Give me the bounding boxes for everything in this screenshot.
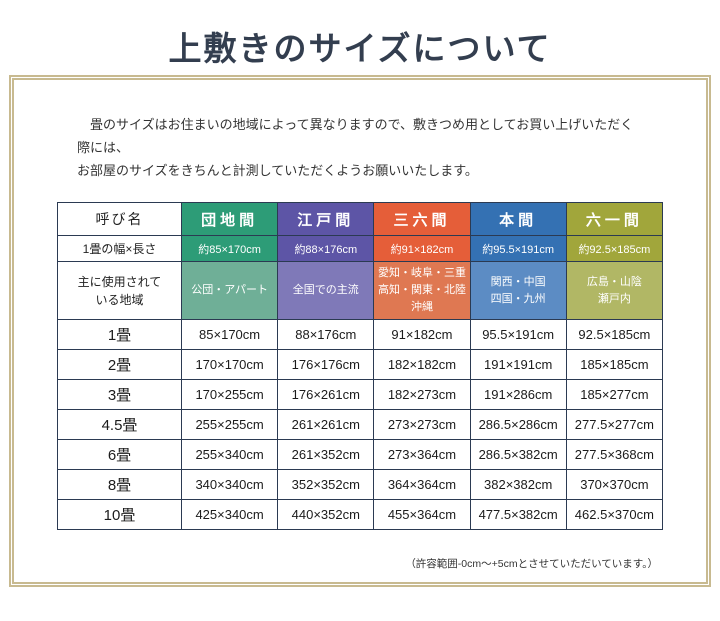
row-label: 1畳 xyxy=(57,319,182,351)
size-value: 191×191cm xyxy=(469,349,567,381)
page-title: 上敷きのサイズについて xyxy=(168,32,552,68)
size-value: 462.5×370cm xyxy=(565,499,664,531)
size-value: 477.5×382cm xyxy=(469,499,567,531)
row-label: 6畳 xyxy=(57,439,182,471)
column-header-honma: 本間 xyxy=(469,202,567,237)
region-cell: 広島・山陰 瀬戸内 xyxy=(565,261,664,321)
size-value: 352×352cm xyxy=(277,469,375,501)
size-value: 261×261cm xyxy=(277,409,375,441)
region-cell: 関西・中国 四国・九州 xyxy=(469,261,567,321)
size-value: 91×182cm xyxy=(373,319,471,351)
size-value: 455×364cm xyxy=(373,499,471,531)
column-header-rokuichima: 六一間 xyxy=(565,202,664,237)
table-row: 1畳 85×170cm 88×176cm 91×182cm 95.5×191cm… xyxy=(57,319,664,351)
column-header-saburoku: 三六間 xyxy=(373,202,471,237)
row-label: 3畳 xyxy=(57,379,182,411)
corner-header: 呼び名 xyxy=(57,202,182,237)
size-value: 85×170cm xyxy=(180,319,279,351)
intro-line-1: 畳のサイズはお住まいの地域によって異なりますので、敷きつめ用としてお買い上げいた… xyxy=(77,117,634,155)
size-value: 170×170cm xyxy=(180,349,279,381)
table-row: 10畳 425×340cm 440×352cm 455×364cm 477.5×… xyxy=(57,499,664,531)
size-value: 170×255cm xyxy=(180,379,279,411)
table-header-row: 呼び名 団地間 江戸間 三六間 本間 六一間 xyxy=(57,202,664,237)
size-value: 176×261cm xyxy=(277,379,375,411)
dimension-cell: 約85×170cm xyxy=(180,235,279,263)
table-row: 6畳 255×340cm 261×352cm 273×364cm 286.5×3… xyxy=(57,439,664,471)
region-row-label: 主に使用されて いる地域 xyxy=(57,261,182,321)
row-label: 10畳 xyxy=(57,499,182,531)
region-cell: 公団・アパート xyxy=(180,261,279,321)
size-value: 425×340cm xyxy=(180,499,279,531)
region-row: 主に使用されて いる地域 公団・アパート 全国での主流 愛知・岐阜・三重 高知・… xyxy=(57,261,664,321)
dimension-row: 1畳の幅×長さ 約85×170cm 約88×176cm 約91×182cm 約9… xyxy=(57,235,664,263)
size-value: 370×370cm xyxy=(565,469,664,501)
table-row: 3畳 170×255cm 176×261cm 182×273cm 191×286… xyxy=(57,379,664,411)
size-value: 255×340cm xyxy=(180,439,279,471)
size-value: 88×176cm xyxy=(277,319,375,351)
region-cell: 全国での主流 xyxy=(277,261,375,321)
size-value: 286.5×286cm xyxy=(469,409,567,441)
size-value: 340×340cm xyxy=(180,469,279,501)
size-value: 95.5×191cm xyxy=(469,319,567,351)
size-value: 273×273cm xyxy=(373,409,471,441)
size-value: 182×273cm xyxy=(373,379,471,411)
table-row: 8畳 340×340cm 352×352cm 364×364cm 382×382… xyxy=(57,469,664,501)
dimension-cell: 約88×176cm xyxy=(277,235,375,263)
size-value: 286.5×382cm xyxy=(469,439,567,471)
dimension-cell: 約91×182cm xyxy=(373,235,471,263)
row-label: 2畳 xyxy=(57,349,182,381)
size-value: 364×364cm xyxy=(373,469,471,501)
dimension-row-label: 1畳の幅×長さ xyxy=(57,235,182,263)
table-row: 4.5畳 255×255cm 261×261cm 273×273cm 286.5… xyxy=(57,409,664,441)
region-cell: 愛知・岐阜・三重 高知・関東・北陸 沖縄 xyxy=(373,261,471,321)
size-value: 182×182cm xyxy=(373,349,471,381)
intro-line-2: お部屋のサイズをきちんと計測していただくようお願いいたします。 xyxy=(77,162,478,178)
size-value: 440×352cm xyxy=(277,499,375,531)
size-value: 261×352cm xyxy=(277,439,375,471)
size-value: 185×185cm xyxy=(565,349,664,381)
row-label: 8畳 xyxy=(57,469,182,501)
content-frame: 畳のサイズはお住まいの地域によって異なりますので、敷きつめ用としてお買い上げいた… xyxy=(9,75,711,587)
dimension-cell: 約95.5×191cm xyxy=(469,235,567,263)
size-value: 176×176cm xyxy=(277,349,375,381)
size-value: 185×277cm xyxy=(565,379,664,411)
intro-text: 畳のサイズはお住まいの地域によって異なりますので、敷きつめ用としてお買い上げいた… xyxy=(77,114,643,182)
size-value: 277.5×368cm xyxy=(565,439,664,471)
size-value: 255×255cm xyxy=(180,409,279,441)
size-value: 382×382cm xyxy=(469,469,567,501)
tolerance-footnote: （許容範囲-0cm～+5cmとさせていただいています。） xyxy=(405,558,658,571)
size-value: 92.5×185cm xyxy=(565,319,664,351)
column-header-danchima: 団地間 xyxy=(180,202,279,237)
size-value: 191×286cm xyxy=(469,379,567,411)
row-label: 4.5畳 xyxy=(57,409,182,441)
size-value: 273×364cm xyxy=(373,439,471,471)
table-row: 2畳 170×170cm 176×176cm 182×182cm 191×191… xyxy=(57,349,664,381)
column-header-edoma: 江戸間 xyxy=(277,202,375,237)
dimension-cell: 約92.5×185cm xyxy=(565,235,664,263)
size-value: 277.5×277cm xyxy=(565,409,664,441)
tatami-size-table: 呼び名 団地間 江戸間 三六間 本間 六一間 1畳の幅×長さ 約85×170cm… xyxy=(57,202,664,531)
